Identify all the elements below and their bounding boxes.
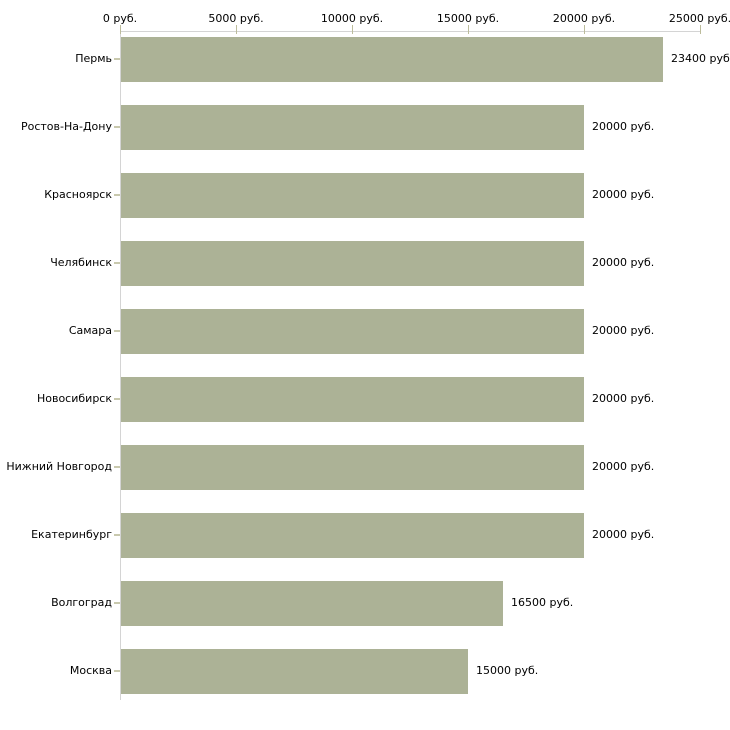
y-axis-line [120,31,121,700]
y-axis-tick-mark [114,602,120,604]
x-axis-tick-label: 5000 руб. [208,12,264,25]
bar [121,581,503,626]
value-label: 20000 руб. [592,324,655,337]
y-axis-tick-mark [114,670,120,672]
value-label: 20000 руб. [592,460,655,473]
y-axis-tick-mark [114,534,120,536]
bar [121,37,663,82]
category-label: Челябинск [50,256,112,269]
category-label: Екатеринбург [31,528,112,541]
category-label: Красноярск [44,188,112,201]
y-axis-tick-mark [114,262,120,264]
bar [121,513,584,558]
value-label: 16500 руб. [511,596,574,609]
bar [121,241,584,286]
value-label: 20000 руб. [592,120,655,133]
x-axis-tick-label: 0 руб. [102,12,138,25]
x-axis-tick-mark [468,25,469,34]
category-label: Ростов-На-Дону [20,120,112,133]
value-label: 20000 руб. [592,392,655,405]
x-axis-tick-mark [700,25,701,34]
value-label: 15000 руб. [476,664,539,677]
category-label: Нижний Новгород [6,460,112,473]
value-label: 23400 руб. [671,52,730,65]
y-axis-tick-mark [114,126,120,128]
value-label: 20000 руб. [592,256,655,269]
category-label: Новосибирск [36,392,112,405]
bar [121,173,584,218]
y-axis-tick-mark [114,194,120,196]
x-axis-tick-label: 20000 руб. [552,12,616,25]
category-label: Пермь [75,52,112,65]
y-axis-tick-mark [114,398,120,400]
bar [121,309,584,354]
x-axis-tick-mark [584,25,585,34]
category-label: Самара [68,324,112,337]
bar [121,377,584,422]
x-axis-tick-mark [352,25,353,34]
y-axis-tick-mark [114,466,120,468]
category-label: Волгоград [51,596,112,609]
x-axis-line [120,31,701,32]
x-axis-tick-mark [236,25,237,34]
x-axis-tick-mark [120,25,121,34]
bar [121,105,584,150]
y-axis-tick-mark [114,58,120,60]
y-axis-tick-mark [114,330,120,332]
bar [121,445,584,490]
value-label: 20000 руб. [592,528,655,541]
x-axis-tick-label: 10000 руб. [320,12,384,25]
value-label: 20000 руб. [592,188,655,201]
x-axis-tick-label: 15000 руб. [436,12,500,25]
category-label: Москва [69,664,112,677]
bar [121,649,468,694]
x-axis-tick-label: 25000 руб. [668,12,730,25]
